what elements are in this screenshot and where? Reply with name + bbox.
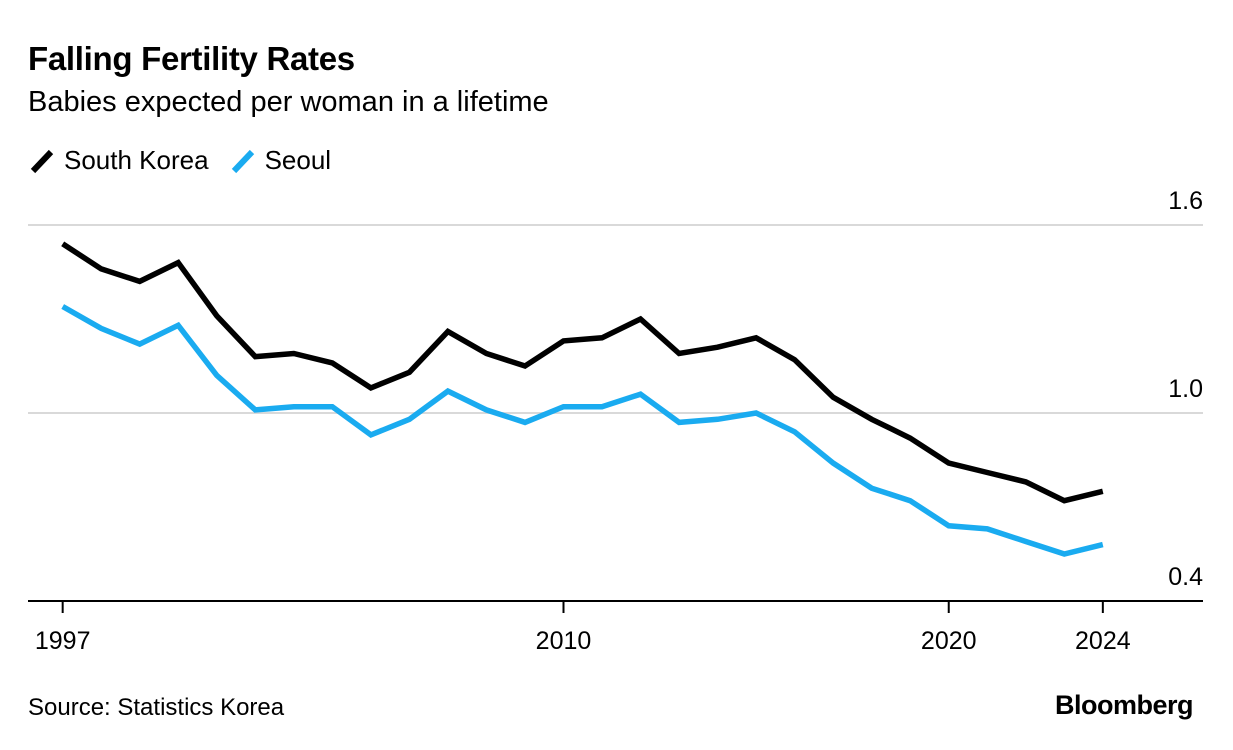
bloomberg-logo: Bloomberg — [1054, 690, 1194, 720]
legend-item-seoul: Seoul — [229, 145, 332, 176]
series-line-south-korea — [61, 241, 1104, 504]
chart-title: Falling Fertility Rates — [28, 40, 355, 77]
x-tick-label: 2020 — [921, 627, 977, 655]
x-tick-label: 2024 — [1075, 627, 1131, 655]
legend: South Korea Seoul — [28, 145, 351, 176]
chart-subtitle: Babies expected per woman in a lifetime — [28, 86, 549, 118]
source-note: Source: Statistics Korea — [28, 694, 285, 721]
y-tick-label: 0.4 — [1168, 563, 1203, 591]
legend-swatch-south-korea — [30, 149, 54, 173]
legend-item-south-korea: South Korea — [28, 145, 209, 176]
x-tick-label: 1997 — [35, 627, 91, 655]
series-line-seoul — [61, 304, 1104, 557]
legend-label-south-korea: South Korea — [64, 145, 209, 175]
x-tick-label: 2010 — [536, 627, 592, 655]
legend-label-seoul: Seoul — [264, 145, 332, 175]
y-tick-label: 1.0 — [1168, 375, 1203, 403]
y-tick-label: 1.6 — [1168, 187, 1203, 215]
legend-swatch-seoul — [231, 149, 254, 173]
